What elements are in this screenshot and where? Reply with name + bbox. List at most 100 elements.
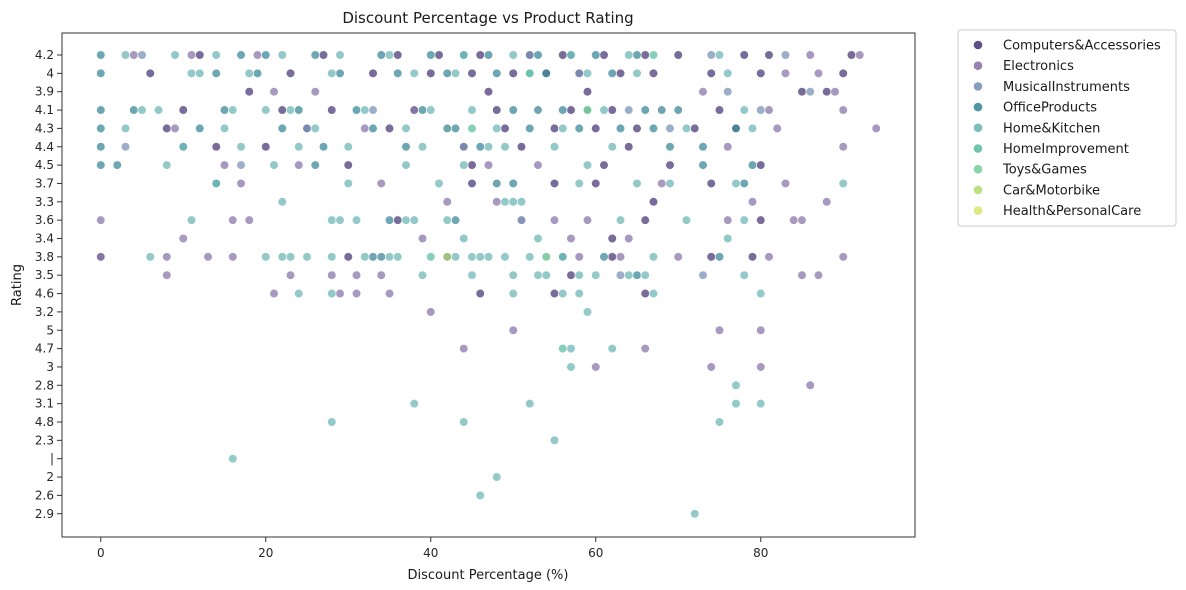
data-point [780, 178, 791, 189]
data-point [162, 123, 172, 133]
y-tick-label: 4.7 [35, 342, 54, 356]
data-point [500, 123, 510, 133]
data-point [277, 197, 287, 207]
data-point [681, 123, 692, 133]
data-point [492, 123, 502, 133]
x-tick-label: 80 [753, 546, 768, 560]
data-point [640, 105, 650, 115]
x-axis-label: Discount Percentage (%) [408, 568, 569, 583]
data-point [756, 105, 766, 115]
data-point [706, 68, 716, 78]
data-point [162, 270, 172, 280]
data-point [467, 105, 477, 115]
data-point [797, 87, 807, 97]
y-tick-label: 3.2 [35, 305, 54, 319]
legend-marker [973, 61, 983, 70]
y-tick-label: 4.2 [35, 48, 54, 62]
legend-marker [973, 206, 983, 215]
data-point [285, 105, 296, 115]
data-point [211, 142, 221, 152]
y-tick-label: 4.3 [35, 121, 54, 135]
data-point [120, 142, 131, 152]
data-point [648, 288, 659, 299]
data-point [368, 68, 378, 78]
data-point [153, 105, 164, 115]
data-point [368, 252, 378, 262]
data-point [838, 142, 848, 152]
data-point [483, 160, 494, 170]
data-point [236, 50, 246, 60]
data-point [343, 178, 353, 189]
data-point [162, 252, 172, 262]
data-point [459, 160, 469, 170]
y-tick-label: 3.3 [35, 195, 54, 209]
data-point [640, 270, 650, 280]
data-point [360, 252, 370, 262]
data-point [615, 68, 626, 78]
data-point [492, 105, 502, 115]
data-point [747, 197, 758, 207]
data-point [327, 270, 337, 280]
y-tick-label: 3.4 [35, 232, 54, 246]
data-point [681, 215, 692, 225]
legend-marker [973, 82, 983, 91]
data-point [186, 68, 197, 78]
data-point [558, 344, 568, 354]
data-point [582, 105, 593, 115]
data-point [549, 142, 560, 152]
legend-marker [973, 102, 983, 112]
data-point [665, 160, 675, 170]
data-point [442, 252, 452, 262]
data-point [500, 252, 510, 262]
data-point [780, 50, 791, 60]
data-point [450, 68, 461, 78]
data-point [607, 252, 617, 262]
legend-label: Electronics [1003, 59, 1074, 74]
data-point [310, 160, 320, 170]
data-point [632, 123, 642, 133]
x-axis: 0 20 40 60 80 [97, 537, 768, 560]
data-point [838, 178, 848, 189]
data-point [467, 160, 477, 170]
data-point [483, 87, 494, 97]
data-point [739, 105, 749, 115]
y-tick-label: 2.3 [35, 433, 54, 447]
data-point [566, 50, 576, 60]
data-point [96, 50, 106, 60]
data-point [145, 252, 155, 262]
data-point [574, 123, 584, 133]
data-point [508, 68, 518, 78]
legend-marker [973, 40, 983, 50]
data-point [351, 215, 362, 225]
data-point [805, 380, 815, 390]
data-point [599, 160, 609, 170]
data-point [195, 50, 205, 60]
legend-box [957, 29, 1177, 227]
data-point [475, 252, 485, 262]
data-point [442, 123, 452, 133]
data-point [533, 105, 543, 115]
data-point [228, 454, 238, 464]
data-point [525, 68, 535, 78]
data-point [756, 288, 766, 299]
data-point [195, 123, 205, 133]
data-point [360, 105, 370, 115]
data-point [805, 50, 815, 60]
data-point [508, 270, 518, 280]
data-point [714, 252, 725, 262]
data-point [549, 288, 560, 299]
data-point [492, 178, 502, 189]
data-point [475, 288, 485, 299]
legend-label: Computers&Accessories [1003, 39, 1161, 54]
y-tick-label: 3.6 [35, 213, 54, 227]
data-point [261, 142, 271, 152]
data-point [343, 142, 353, 152]
data-point [467, 252, 477, 262]
data-point [417, 142, 428, 152]
data-point [747, 123, 758, 133]
data-point [393, 68, 403, 78]
data-point [624, 105, 634, 115]
data-point [269, 87, 279, 97]
data-point [591, 50, 601, 60]
data-point [285, 252, 296, 262]
